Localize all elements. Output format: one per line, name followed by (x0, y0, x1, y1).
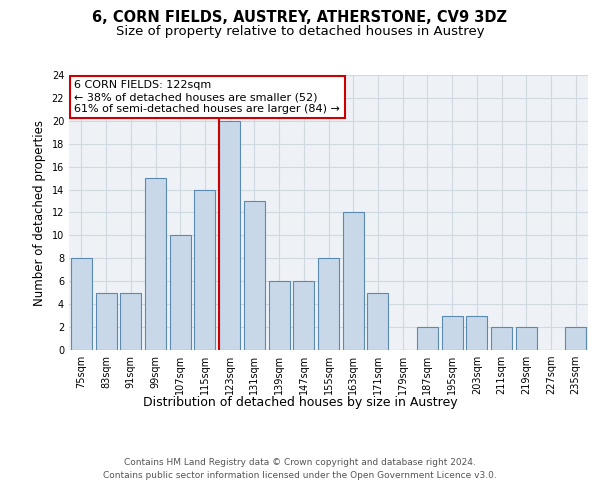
Bar (293, 281, 314, 350)
Bar (170, 236, 191, 350)
Bar (417, 327, 438, 350)
Text: Size of property relative to detached houses in Austrey: Size of property relative to detached ho… (116, 24, 484, 38)
Bar (442, 316, 463, 350)
Text: Contains HM Land Registry data © Crown copyright and database right 2024.: Contains HM Land Registry data © Crown c… (124, 458, 476, 467)
Text: Distribution of detached houses by size in Austrey: Distribution of detached houses by size … (143, 396, 457, 409)
Bar (491, 327, 512, 350)
Bar (367, 292, 388, 350)
Bar (343, 212, 364, 350)
Bar (120, 292, 141, 350)
Bar (269, 281, 290, 350)
Bar (194, 190, 215, 350)
Bar (244, 201, 265, 350)
Bar (219, 121, 240, 350)
Y-axis label: Number of detached properties: Number of detached properties (33, 120, 46, 306)
Bar (466, 316, 487, 350)
Text: 6, CORN FIELDS, AUSTREY, ATHERSTONE, CV9 3DZ: 6, CORN FIELDS, AUSTREY, ATHERSTONE, CV9… (92, 10, 508, 25)
Text: Contains public sector information licensed under the Open Government Licence v3: Contains public sector information licen… (103, 472, 497, 480)
Bar (318, 258, 339, 350)
Bar (565, 327, 586, 350)
Bar (95, 292, 116, 350)
Text: 6 CORN FIELDS: 122sqm
← 38% of detached houses are smaller (52)
61% of semi-deta: 6 CORN FIELDS: 122sqm ← 38% of detached … (74, 80, 340, 114)
Bar (71, 258, 92, 350)
Bar (516, 327, 537, 350)
Bar (145, 178, 166, 350)
